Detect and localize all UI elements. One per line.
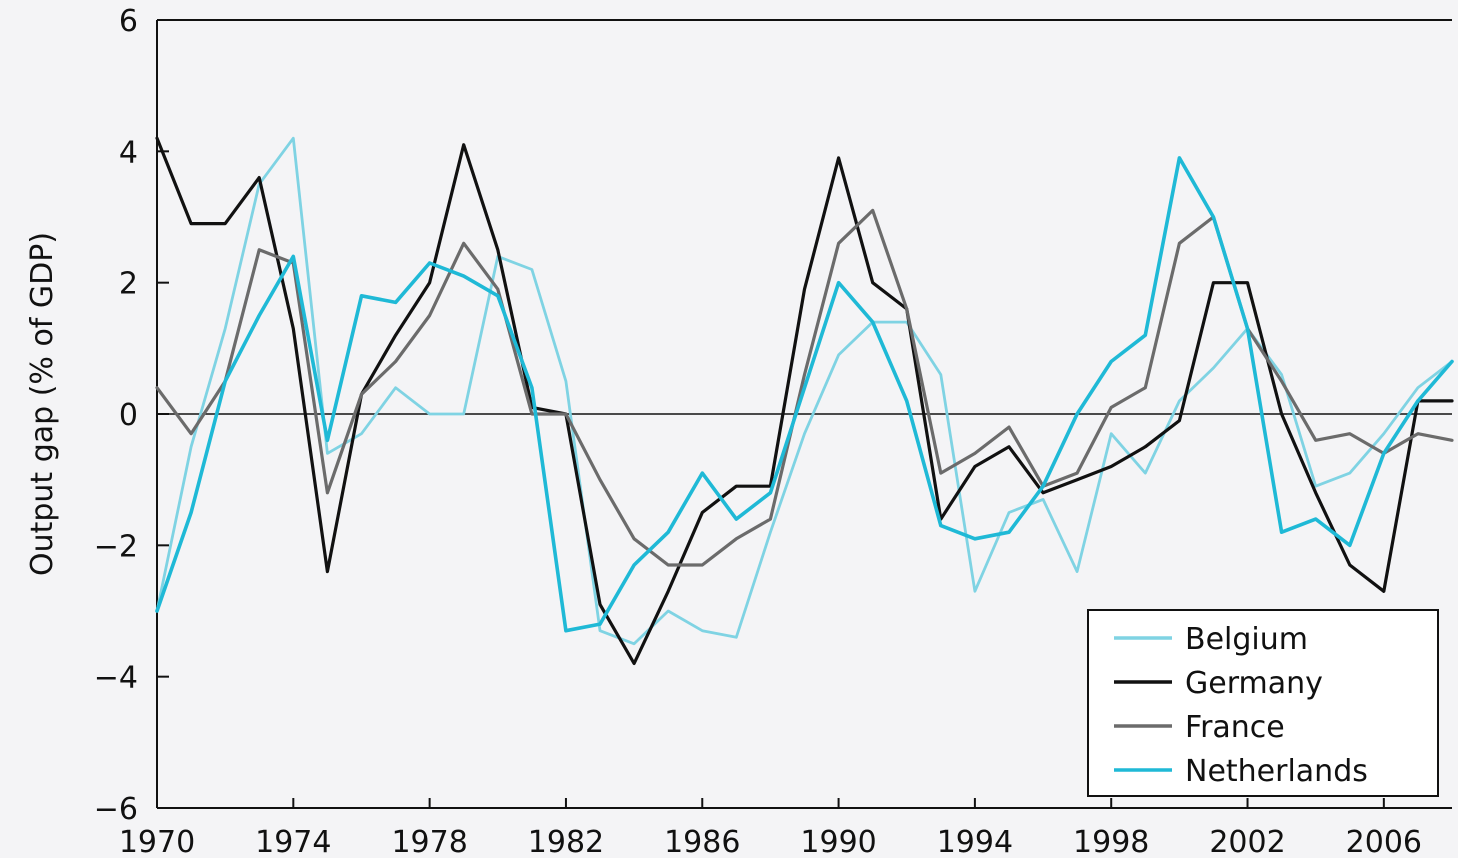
y-tick-label: 4 bbox=[119, 135, 138, 170]
legend-box bbox=[1087, 609, 1439, 797]
y-tick-label: −2 bbox=[94, 529, 138, 564]
x-tick-label: 1998 bbox=[1073, 825, 1149, 858]
x-tick-label: 1986 bbox=[664, 825, 740, 858]
y-axis-title: Output gap (% of GDP) bbox=[25, 232, 60, 576]
x-tick-label: 1970 bbox=[119, 825, 195, 858]
y-tick-label: 6 bbox=[119, 4, 138, 39]
x-tick-label: 2002 bbox=[1209, 825, 1285, 858]
x-tick-label: 1994 bbox=[937, 825, 1013, 858]
series-layer bbox=[155, 136, 1454, 666]
y-tick-label: 2 bbox=[119, 267, 138, 302]
legend-label: Belgium bbox=[1185, 622, 1308, 657]
series-line-belgium bbox=[155, 136, 1454, 646]
x-tick-label: 2006 bbox=[1346, 825, 1422, 858]
series-line-netherlands bbox=[155, 156, 1454, 633]
legend-label: Germany bbox=[1185, 666, 1323, 701]
y-tick-label: 0 bbox=[119, 398, 138, 433]
x-tick-label: 1990 bbox=[800, 825, 876, 858]
series-line-germany bbox=[155, 136, 1454, 666]
x-tick-label: 1978 bbox=[391, 825, 467, 858]
x-tick-label: 1974 bbox=[255, 825, 331, 858]
legend: Belgium Germany France Netherlands bbox=[1087, 609, 1439, 797]
x-tick-label: 1982 bbox=[528, 825, 604, 858]
y-tick-label: −4 bbox=[94, 661, 138, 696]
legend-label: Netherlands bbox=[1185, 754, 1368, 789]
legend-label: France bbox=[1185, 710, 1285, 745]
y-tick-label: −6 bbox=[94, 792, 138, 827]
